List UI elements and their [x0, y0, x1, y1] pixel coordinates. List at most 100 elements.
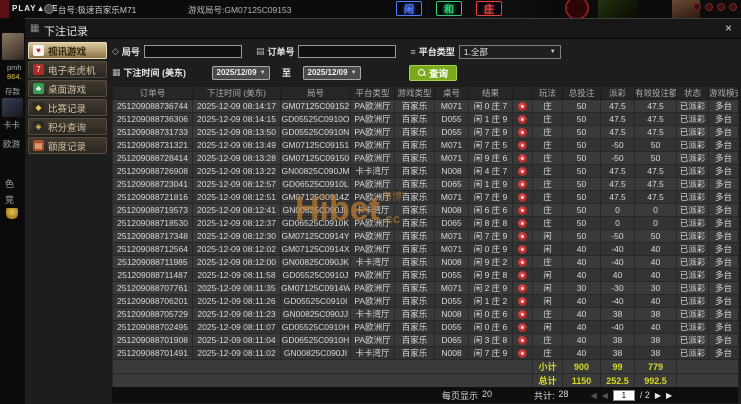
replay-icon[interactable]	[518, 193, 527, 203]
game-type-cell: 百家乐	[394, 333, 435, 347]
table-row: 251209088705729 2025-12-09 08:11:23 GN0082…	[112, 307, 739, 321]
replay-icon[interactable]	[518, 115, 527, 125]
replay-icon[interactable]	[518, 271, 527, 281]
gem-icon: ◈	[33, 121, 44, 132]
bet-cell: 50	[562, 112, 601, 126]
prev-page-icon[interactable]: ◀	[601, 390, 608, 400]
replay-cell	[512, 229, 533, 243]
column-header: 局号	[280, 86, 351, 100]
replay-icon[interactable]	[518, 219, 527, 229]
first-page-icon[interactable]: ◀	[590, 390, 597, 400]
order-cell: 251209088711487	[112, 268, 193, 282]
replay-icon[interactable]	[518, 297, 527, 307]
replay-cell	[512, 203, 533, 217]
sidebar-item-video-games[interactable]: ♥ 视讯游戏	[28, 42, 107, 59]
table-no-cell: M071	[434, 99, 469, 113]
order-cell: 251209088717348	[112, 229, 193, 243]
replay-icon[interactable]	[518, 349, 527, 359]
subtotal-label: 小计	[532, 359, 563, 374]
time-cell: 2025-12-09 08:12:30	[192, 229, 281, 243]
result-cell: 闲 2 庄 9	[468, 281, 513, 295]
column-header: 玩法	[532, 86, 563, 100]
replay-icon[interactable]	[518, 323, 527, 333]
sidebar-item-match-record[interactable]: ◆ 比赛记录	[28, 99, 107, 116]
platform-cell: PA欧洲厅	[350, 281, 395, 295]
play-cell: 庄	[532, 190, 563, 204]
chevron-down-icon: ▼	[350, 69, 357, 76]
platform-cell: 卡卡湾厅	[350, 255, 395, 269]
table-header-row: 订单号 下注时间 (美东) 局号 平台类型 游戏类型 桌号 结果 玩法 总投注 派彩 有效投注额 状态…	[112, 86, 739, 100]
replay-icon[interactable]	[518, 167, 527, 177]
sidebar-item-points-query[interactable]: ◈ 积分查询	[28, 118, 107, 135]
order-cell: 251209088706201	[112, 294, 193, 308]
table-no-cell: D055	[434, 294, 469, 308]
sidebar-item-slots[interactable]: 7 电子老虎机	[28, 61, 107, 78]
replay-icon[interactable]	[518, 232, 527, 242]
replay-icon[interactable]	[518, 206, 527, 216]
time-cell: 2025-12-09 08:13:22	[192, 164, 281, 178]
valid-bet-cell: 50	[634, 151, 677, 165]
game-type-cell: 百家乐	[394, 320, 435, 334]
bet-cell: 40	[562, 307, 601, 321]
play-cell: 庄	[532, 216, 563, 230]
date-from-picker[interactable]: 2025/12/09 ▼	[212, 65, 271, 80]
time-cell: 2025-12-09 08:12:57	[192, 177, 281, 191]
replay-icon[interactable]	[518, 141, 527, 151]
lobby-item: 卡卡	[3, 120, 21, 130]
next-page-icon[interactable]: ▶	[654, 390, 662, 400]
sidebar-item-table-games[interactable]: ♣ 桌面游戏	[28, 80, 107, 97]
game-type-cell: 百家乐	[394, 307, 435, 321]
platform-cell: PA欧洲厅	[350, 320, 395, 334]
replay-cell	[512, 125, 533, 139]
date-to-picker[interactable]: 2025/12/09 ▼	[303, 65, 362, 80]
payout-cell: 47.5	[600, 177, 635, 191]
round-cell: GN00825C090JL	[280, 203, 351, 217]
ledger-icon: ▤	[33, 140, 44, 151]
result-cell: 闲 1 庄 9	[468, 177, 513, 191]
game-type-cell: 百家乐	[394, 294, 435, 308]
time-cell: 2025-12-09 08:11:26	[192, 294, 281, 308]
round-input[interactable]	[143, 45, 242, 58]
round-cell: GD06525C0910H	[280, 333, 351, 347]
column-header: 游戏模式	[708, 86, 739, 100]
table-no-cell: D055	[434, 320, 469, 334]
payout-cell: 0	[600, 216, 635, 230]
replay-icon[interactable]	[518, 128, 527, 138]
total-label: 总计	[532, 373, 563, 388]
mode-cell: 多台	[708, 138, 739, 152]
replay-icon[interactable]	[518, 284, 527, 294]
order-cell: 251209088719573	[112, 203, 193, 217]
chevron-down-icon: ▼	[259, 69, 266, 76]
sidebar-item-quota-record[interactable]: ▤ 额度记录	[28, 137, 107, 154]
table-no-cell: M071	[434, 242, 469, 256]
column-header: 下注时间 (美东)	[192, 86, 281, 100]
table-row: 251209088723041 2025-12-09 08:12:57 GD0652…	[112, 177, 739, 191]
search-button[interactable]: 查询	[409, 64, 458, 81]
close-icon[interactable]: ×	[724, 21, 732, 35]
payout-cell: -50	[600, 138, 635, 152]
replay-icon[interactable]	[518, 336, 527, 346]
table-no-cell: D065	[434, 333, 469, 347]
replay-icon[interactable]	[518, 245, 527, 255]
last-page-icon[interactable]: ▶	[666, 390, 673, 400]
status-cell: 已派彩	[676, 294, 709, 308]
replay-icon[interactable]	[518, 154, 527, 164]
platform-cell: 卡卡湾厅	[350, 203, 395, 217]
filter-row-1: ◇ 局号 ▤ 订单号 ≡ 平台类型 1.全部 ▼	[112, 43, 738, 60]
mode-cell: 多台	[708, 112, 739, 126]
replay-icon[interactable]	[518, 310, 527, 320]
mode-cell: 多台	[708, 255, 739, 269]
result-cell: 闲 7 庄 9	[468, 229, 513, 243]
page-input[interactable]	[612, 389, 635, 401]
table-row: 251209088731321 2025-12-09 08:13:49 GM0712…	[112, 138, 739, 152]
round-cell: GD06525C0910L	[280, 177, 351, 191]
replay-icon[interactable]	[518, 180, 527, 190]
game-top-bar: PLAY▲CE 台号:极速百家乐M71 游戏局号:GM07125C09153 闲…	[0, 0, 741, 20]
platform-select[interactable]: 1.全部 ▼	[458, 44, 561, 59]
replay-icon[interactable]	[518, 258, 527, 268]
calendar-icon: ▦	[112, 67, 121, 77]
play-cell: 闲	[532, 229, 563, 243]
replay-icon[interactable]	[518, 102, 527, 112]
order-cell: 251209088723041	[112, 177, 193, 191]
order-input[interactable]	[298, 45, 397, 58]
